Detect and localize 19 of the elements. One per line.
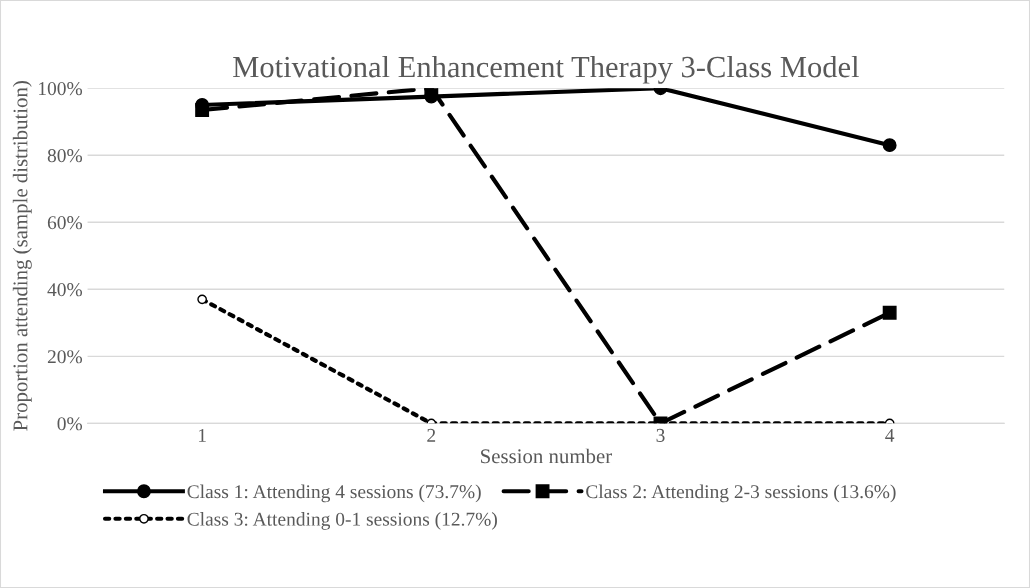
legend-label: Class 3: Attending 0-1 sessions (12.7%) [187, 512, 497, 530]
legend-label: Class 1: Attending 4 sessions (73.7%) [187, 484, 481, 503]
y-tick-label: 0% [57, 417, 83, 431]
legend-label: Class 2: Attending 2-3 sessions (13.6%) [586, 484, 896, 503]
point [197, 294, 207, 305]
y-tick-label: 20% [47, 350, 83, 364]
x-axis-title: Session number [481, 448, 612, 464]
x-tick-label: 1 [198, 428, 206, 442]
y-tick-label: 40% [47, 283, 83, 297]
point [882, 138, 897, 153]
x-tick-label: 4 [885, 428, 895, 442]
chart-title: Motivational Enhancement Therapy 3-Class Model [233, 55, 859, 84]
x-tick-label: 3 [656, 428, 665, 442]
y-tick-label: 60% [47, 216, 83, 230]
y-tick-label: 100% [39, 82, 83, 96]
x-tick-label: 2 [427, 428, 436, 442]
point [882, 305, 897, 320]
y-tick-label: 80% [47, 149, 83, 163]
y-axis-title: Proportion attending (sample distribution) [12, 81, 32, 431]
